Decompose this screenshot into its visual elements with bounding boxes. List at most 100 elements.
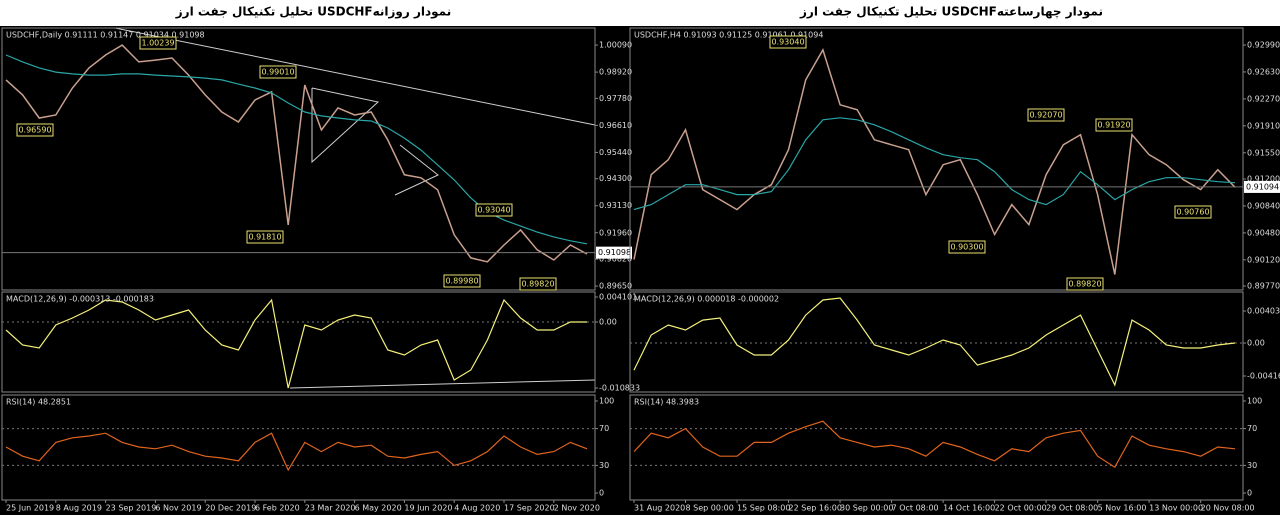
x-tick-label: 23 Mar 2020	[305, 504, 356, 513]
annotation: 0.93040	[477, 206, 510, 215]
y-tick-label: -0.00416	[1247, 371, 1280, 380]
y-tick-label: 0.89770	[1247, 282, 1280, 291]
annotation: 0.89820	[1068, 280, 1101, 289]
annotation-box	[1066, 277, 1104, 291]
x-tick-label: 8 Sep 00:00	[686, 504, 734, 513]
y-tick-label: 0.92270	[1247, 94, 1280, 103]
y-tick-label: 0.95440	[599, 148, 632, 157]
panel-frame	[1, 291, 596, 393]
panel-frame	[629, 27, 1244, 291]
price-line	[5, 44, 588, 263]
annotation-box	[139, 36, 177, 50]
panel-frame	[629, 394, 1244, 501]
y-tick-label: 0.98920	[599, 68, 632, 77]
annotation: 0.91920	[1097, 121, 1130, 130]
y-tick-label: 70	[599, 424, 609, 433]
y-tick-label: 0.92630	[1247, 67, 1280, 76]
panel-label: USDCHF,Daily 0.91111 0.91147 0.91034 0.9…	[6, 31, 205, 40]
indicator-line	[633, 420, 1236, 469]
y-tick-label: 0.90840	[1247, 201, 1280, 210]
annotation-box	[475, 203, 513, 217]
y-tick-label: 1.00090	[599, 41, 632, 50]
x-tick-label: 8 Aug 2019	[56, 504, 102, 513]
annotation-box	[246, 230, 284, 244]
x-tick-label: 5 Nov 16:00	[1098, 504, 1147, 513]
annotation-box	[519, 277, 557, 291]
y-tick-label: 0.90820	[599, 255, 632, 264]
annotation: 0.92070	[1029, 111, 1062, 120]
moving-average	[633, 117, 1236, 211]
trend-line	[289, 379, 596, 389]
y-tick-label: 0.90480	[1247, 228, 1280, 237]
y-tick-label: 0.91550	[1247, 148, 1280, 157]
chart-title: تحلیل تکنیکال جفت ارز USDCHFنمودار چهارس…	[799, 5, 1103, 20]
y-tick-label: 100	[1247, 396, 1262, 405]
annotation: 0.99010	[261, 68, 294, 77]
panel-label: MACD(12,26,9) -0.000313 -0.000183	[6, 295, 154, 304]
y-tick-label: -0.010833	[599, 383, 640, 392]
annotation: 0.90760	[1176, 208, 1209, 217]
panel-frame	[629, 291, 1244, 393]
annotation-box	[259, 65, 297, 79]
x-tick-label: 6 Feb 2020	[255, 504, 300, 513]
y-tick-label: 0.92990	[1247, 40, 1280, 49]
x-tick-label: 17 Sep 2020	[504, 504, 555, 513]
annotation-box	[16, 123, 54, 137]
annotation: 0.91810	[248, 233, 281, 242]
panel-label: RSI(14) 48.3983	[634, 398, 699, 407]
y-tick-label: 0	[599, 489, 604, 498]
panel-label: RSI(14) 48.2851	[6, 398, 71, 407]
x-tick-label: 19 Jun 2020	[404, 504, 452, 513]
annotation-box	[1027, 108, 1065, 122]
x-tick-label: 23 Sep 2019	[106, 504, 157, 513]
x-tick-label: 22 Oct 00:00	[995, 504, 1047, 513]
annotation: 0.90300	[950, 243, 983, 252]
x-tick-label: 30 Sep 00:00	[840, 504, 893, 513]
last-price-label: 0.91098	[598, 248, 631, 257]
y-tick-label: 0.89650	[599, 282, 632, 291]
annotation: 0.89980	[445, 277, 478, 286]
y-tick-label: 0.00	[599, 317, 617, 326]
trend-line	[114, 27, 596, 126]
x-tick-label: 20 Nov 08:00	[1201, 504, 1255, 513]
x-tick-label: 20 Dec 2019	[205, 504, 256, 513]
y-tick-label: 0.91200	[1247, 174, 1280, 183]
panel-frame	[1, 27, 596, 291]
x-tick-label: 6 Nov 2019	[155, 504, 201, 513]
background	[0, 26, 1280, 515]
y-tick-label: 30	[599, 461, 609, 470]
annotation-box	[443, 274, 481, 288]
y-tick-label: 30	[1247, 461, 1257, 470]
y-tick-label: 0.94300	[599, 174, 632, 183]
annotation-box	[948, 240, 986, 254]
y-tick-label: 100	[599, 396, 614, 405]
annotation: 0.96590	[18, 126, 51, 135]
triangle	[311, 87, 380, 164]
annotation: 0.89820	[521, 280, 554, 289]
x-tick-label: 7 Oct 08:00	[892, 504, 939, 513]
x-tick-label: 13 Nov 00:00	[1149, 504, 1203, 513]
y-tick-label: 0.91960	[599, 228, 632, 237]
y-tick-label: 0.93130	[599, 201, 632, 210]
wedge	[394, 144, 439, 196]
indicator-line	[633, 297, 1236, 387]
x-tick-label: 22 Sep 16:00	[789, 504, 842, 513]
x-tick-label: 31 Aug 2020	[634, 504, 685, 513]
y-tick-label: 0.96610	[599, 121, 632, 130]
x-tick-label: 29 Oct 08:00	[1046, 504, 1098, 513]
x-tick-label: 15 Sep 08:00	[737, 504, 790, 513]
y-tick-label: 0.91910	[1247, 121, 1280, 130]
y-tick-label: 0.97780	[599, 94, 632, 103]
x-tick-label: 14 Oct 16:00	[943, 504, 995, 513]
y-tick-label: 0	[1247, 489, 1252, 498]
panel-label: MACD(12,26,9) 0.000018 -0.000002	[634, 295, 779, 304]
price-line	[633, 48, 1236, 275]
y-tick-label: 0.004101	[599, 292, 637, 301]
x-tick-label: 25 Jun 2019	[6, 504, 54, 513]
last-price-box	[596, 246, 632, 259]
annotation-box	[769, 35, 807, 49]
annotation-box	[1095, 118, 1133, 132]
x-tick-label: 2 Nov 2020	[554, 504, 600, 513]
y-tick-label: 70	[1247, 424, 1257, 433]
